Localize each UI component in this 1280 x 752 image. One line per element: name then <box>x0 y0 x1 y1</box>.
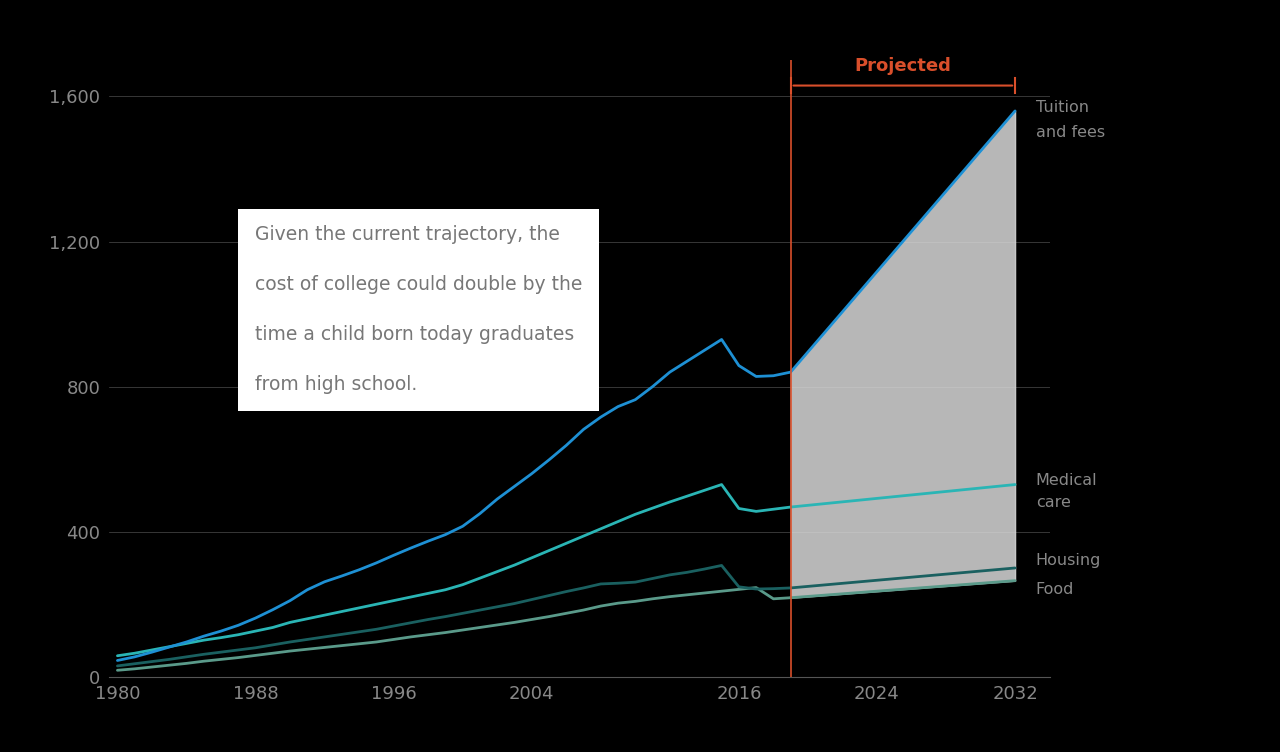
Text: and fees: and fees <box>1036 125 1105 140</box>
Text: Food: Food <box>1036 582 1074 597</box>
Text: Medical: Medical <box>1036 474 1097 489</box>
Text: Tuition: Tuition <box>1036 100 1089 115</box>
Text: care: care <box>1036 495 1070 510</box>
Text: Projected: Projected <box>855 56 951 74</box>
Text: Given the current trajectory, the

cost of college could double by the

time a c: Given the current trajectory, the cost o… <box>255 226 582 394</box>
Text: Housing: Housing <box>1036 553 1101 569</box>
